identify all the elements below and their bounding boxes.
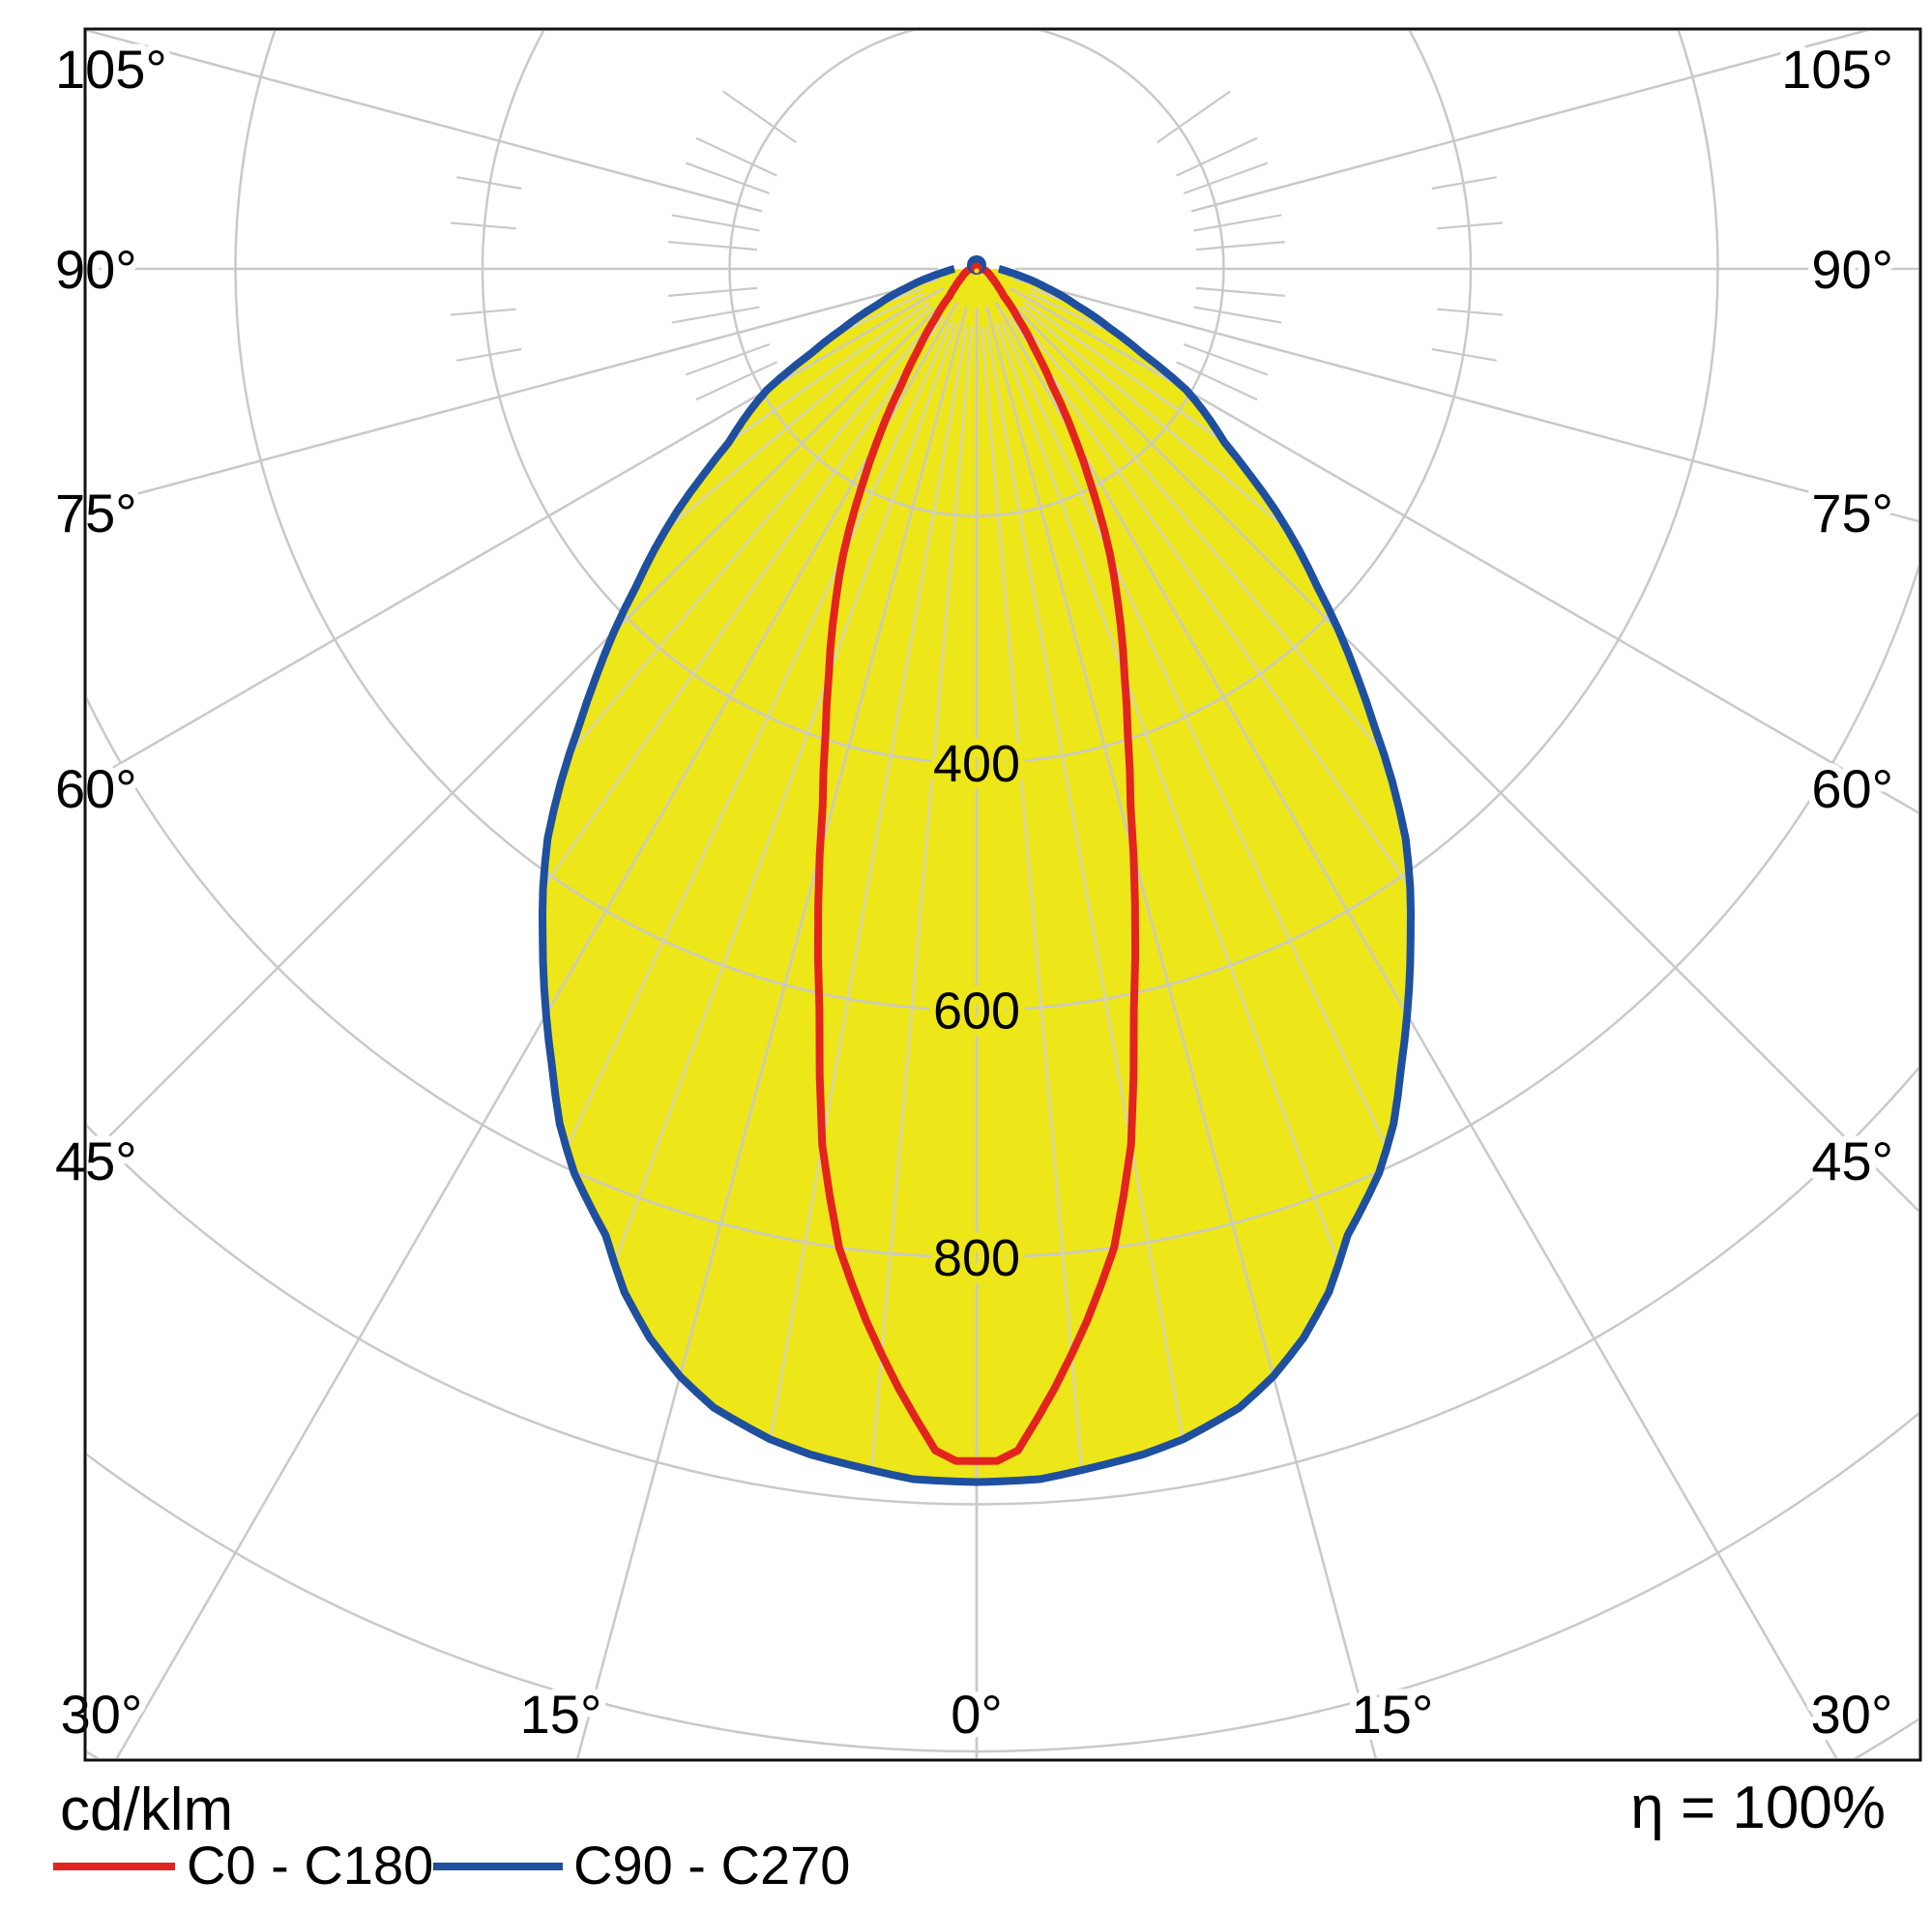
- minor-ray--40: [542, 312, 941, 1483]
- origin-nub-core: [974, 268, 980, 274]
- grid-ray-15: [985, 306, 1377, 1758]
- angle-label-left-45: 45°: [55, 1131, 137, 1191]
- tick-r400-80: [1431, 347, 1497, 362]
- curve-c0-c180: [813, 265, 1140, 1465]
- unit-label: cd/klm: [60, 1777, 234, 1843]
- angle-label-left-75: 75°: [55, 483, 137, 544]
- tick-r400-95: [1437, 221, 1504, 230]
- grid-ray--105: [87, 31, 763, 213]
- angle-label-left-60: 60°: [55, 758, 137, 819]
- angle-label-bottom-1: 15°: [520, 1684, 602, 1745]
- efficiency-label: η = 100%: [1630, 1775, 1886, 1841]
- tick-r200-65: [1176, 361, 1258, 401]
- radial-label-600: 600: [933, 983, 1020, 1041]
- grid-ray--75: [87, 278, 940, 509]
- grid-ray--30: [115, 302, 959, 1758]
- legend-line-c90-c270: [433, 1863, 563, 1870]
- tick-r400--100: [456, 176, 522, 191]
- radial-labels: 400 600 800: [926, 728, 1027, 1294]
- tick-r200-80: [1193, 306, 1282, 324]
- minor-ray--35: [542, 315, 945, 1483]
- minor-ray-40: [1012, 312, 1411, 1483]
- angle-label-bottom-4: 30°: [1811, 1684, 1893, 1745]
- origin-nub-red: [971, 262, 982, 274]
- grid-ray--15: [576, 306, 968, 1758]
- legend-line-c0-c180: [53, 1863, 175, 1870]
- tick-r200-125: [1156, 90, 1231, 144]
- radial-label-400: 400: [933, 735, 1020, 793]
- tick-r200--80: [671, 306, 760, 324]
- grid-ray-30: [994, 302, 1838, 1758]
- grid-ray-105: [1190, 31, 1869, 213]
- angle-label-right-75: 75°: [1811, 483, 1893, 544]
- angle-labels: 105° 105° 90° 90° 75° 75° 60° 60° 45° 45° 30° 15° 0°…: [48, 32, 1900, 1751]
- tick-r200-85: [1196, 286, 1285, 297]
- radial-label-800: 800: [933, 1229, 1020, 1287]
- tick-r400--85: [450, 308, 516, 316]
- curve-c90-c270: [539, 265, 1415, 1486]
- angle-label-bottom-0: 30°: [61, 1684, 143, 1745]
- minor-ray-25: [1000, 320, 1411, 1483]
- tick-r200-100: [1193, 214, 1282, 232]
- tick-r200--125: [722, 90, 797, 144]
- grid-ray--60: [87, 286, 944, 784]
- tick-r200--95: [668, 241, 757, 251]
- grid-ray-75: [1013, 278, 1918, 523]
- minor-ray-35: [1009, 315, 1411, 1483]
- angle-label-left-90: 90°: [55, 239, 137, 300]
- tick-r200-110: [1183, 162, 1269, 195]
- tick-r200-70: [1183, 342, 1269, 376]
- tick-r200--85: [668, 286, 757, 297]
- angle-label-right-90: 90°: [1811, 239, 1893, 300]
- angle-label-left-105: 105°: [55, 39, 167, 100]
- plot-border: [83, 27, 1922, 1762]
- tick-r400-100: [1431, 176, 1497, 191]
- minor-ray--5: [773, 326, 973, 1483]
- tick-r200--100: [671, 214, 760, 232]
- legend-label-c90-c270: C90 - C270: [573, 1835, 851, 1895]
- grid-ray-60: [1010, 286, 1918, 814]
- angle-label-right-45: 45°: [1811, 1131, 1893, 1191]
- angle-label-right-105: 105°: [1781, 39, 1893, 100]
- tick-r400--80: [456, 347, 522, 362]
- tick-r200-95: [1196, 241, 1285, 251]
- tick-r200--115: [695, 136, 777, 177]
- tick-r200-115: [1176, 136, 1258, 177]
- angle-label-bottom-3: 15°: [1352, 1684, 1434, 1745]
- grid-ray--45: [87, 295, 951, 1161]
- angle-label-bottom-2: 0°: [951, 1684, 1003, 1745]
- tick-r200--110: [685, 162, 771, 195]
- minor-ray--25: [542, 320, 953, 1483]
- tick-r200--65: [695, 361, 777, 401]
- angle-label-right-60: 60°: [1811, 758, 1893, 819]
- minor-ray-5: [981, 326, 1181, 1483]
- tick-r400--95: [450, 221, 516, 230]
- grid-ray-45: [1003, 295, 1918, 1213]
- tick-r400-85: [1437, 308, 1504, 316]
- legend-label-c0-c180: C0 - C180: [187, 1835, 434, 1895]
- tick-r200--70: [685, 342, 771, 376]
